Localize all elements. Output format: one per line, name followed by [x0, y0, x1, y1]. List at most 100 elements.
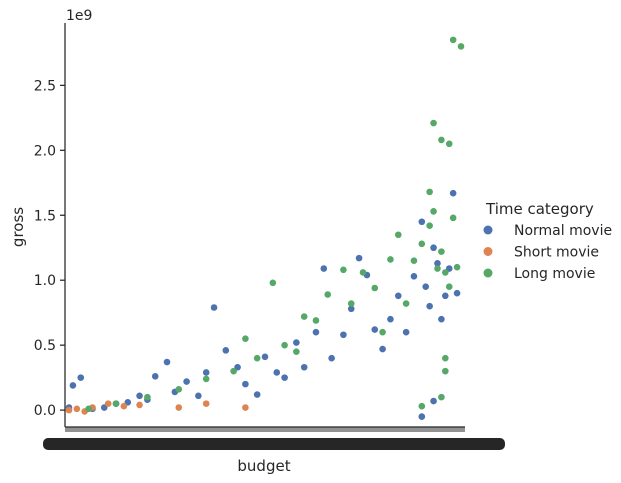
x-tick-band — [43, 427, 505, 450]
data-point — [457, 43, 465, 50]
data-point — [418, 240, 426, 248]
y-axis-label: gross — [9, 207, 27, 247]
data-point — [379, 345, 386, 353]
data-point — [195, 392, 202, 400]
data-point — [355, 254, 363, 262]
data-point — [402, 328, 410, 336]
data-point — [445, 140, 453, 148]
data-point — [183, 378, 190, 385]
data-point — [371, 284, 379, 292]
data-point — [273, 369, 281, 376]
data-point — [426, 222, 433, 229]
data-point — [438, 315, 445, 323]
legend-title: Time category — [485, 200, 594, 218]
data-point — [453, 263, 461, 271]
data-point — [430, 208, 437, 215]
data-point — [449, 214, 457, 222]
legend-label: Normal movie — [514, 223, 612, 239]
data-point — [347, 300, 355, 307]
data-point — [422, 283, 430, 291]
legend-marker — [483, 247, 493, 256]
data-point — [418, 218, 426, 226]
data-point — [402, 300, 410, 307]
data-point — [136, 401, 143, 409]
data-point — [312, 317, 320, 324]
legend-marker — [483, 225, 493, 235]
data-point — [300, 363, 308, 371]
data-point — [253, 354, 261, 362]
x-axis-label: budget — [237, 457, 290, 475]
data-point — [230, 367, 237, 375]
data-point — [430, 244, 437, 252]
data-point — [242, 380, 249, 388]
data-point — [394, 231, 402, 239]
data-point — [69, 382, 77, 389]
y-offset-text: 1e9 — [66, 8, 92, 24]
data-point — [438, 248, 445, 255]
data-point — [434, 260, 441, 267]
data-point — [202, 400, 210, 407]
data-point — [293, 348, 300, 355]
data-point — [120, 402, 128, 410]
data-point — [387, 315, 394, 323]
data-point — [340, 266, 347, 274]
data-point — [442, 354, 449, 362]
data-point — [442, 269, 449, 276]
data-point — [253, 391, 261, 398]
data-point — [387, 256, 394, 263]
legend: Time category Normal movie Short movie Lon… — [483, 200, 612, 282]
data-point — [453, 289, 461, 297]
legend-label: Short movie — [514, 245, 599, 261]
data-point — [73, 405, 81, 413]
data-point — [430, 119, 437, 127]
data-point — [210, 304, 218, 311]
data-point — [175, 386, 183, 393]
data-point — [144, 393, 151, 401]
data-point — [242, 335, 249, 342]
data-point — [320, 265, 328, 272]
data-point — [410, 257, 418, 265]
data-point — [418, 402, 426, 410]
data-point — [242, 404, 249, 411]
data-point — [202, 369, 210, 376]
data-point — [312, 328, 320, 336]
data-point — [394, 292, 402, 300]
data-point — [104, 400, 112, 407]
data-point — [442, 367, 449, 375]
data-point — [426, 302, 433, 310]
data-point — [359, 269, 367, 276]
data-point — [222, 347, 230, 354]
data-point — [426, 188, 433, 196]
y-tick-label: 1.5 — [34, 208, 56, 224]
data-point — [324, 291, 332, 298]
data-point — [371, 326, 379, 333]
y-ticks: 0.0 0.5 1.0 1.5 2.0 2.5 — [34, 78, 65, 419]
data-point — [340, 331, 347, 339]
data-point — [449, 36, 457, 44]
data-point — [77, 374, 85, 381]
y-tick-label: 1.0 — [34, 273, 56, 289]
data-point — [112, 400, 120, 407]
data-point — [136, 392, 143, 400]
data-point — [418, 413, 426, 420]
y-tick-label: 2.5 — [34, 78, 56, 94]
data-point — [434, 265, 441, 272]
chart-marks — [65, 36, 465, 420]
data-point — [300, 313, 308, 320]
y-tick-label: 0.0 — [34, 403, 56, 419]
data-point — [347, 305, 355, 313]
legend-marker — [483, 268, 493, 278]
data-point — [410, 273, 418, 280]
data-point — [261, 353, 269, 361]
y-tick-label: 2.0 — [34, 143, 56, 159]
data-point — [438, 393, 445, 401]
y-tick-label: 0.5 — [34, 338, 56, 354]
data-point — [85, 405, 92, 413]
data-point — [151, 373, 159, 380]
data-point — [293, 339, 300, 346]
data-point — [449, 189, 457, 197]
data-point — [328, 354, 335, 362]
data-point — [175, 404, 183, 411]
data-point — [163, 358, 171, 366]
data-point — [269, 279, 277, 287]
